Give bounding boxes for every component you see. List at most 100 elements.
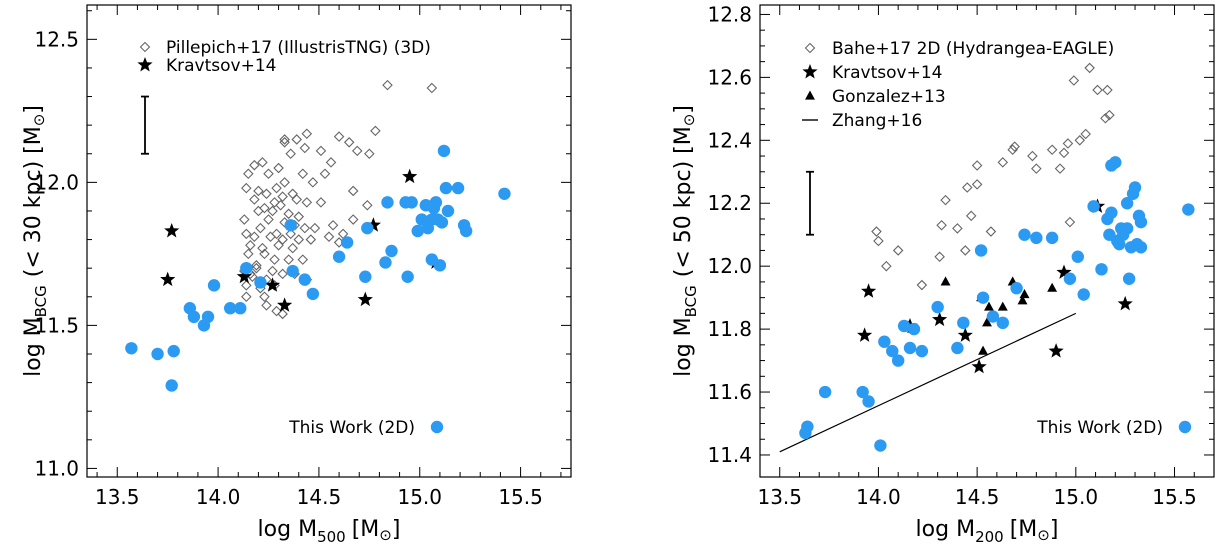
legend-label: This Work (2D) [288,418,415,438]
y-axis-label-sub: BCG [32,285,50,317]
circle-point [1120,197,1134,210]
diamond-point [362,199,373,211]
star-point [277,297,293,312]
x-tick-label: 14.0 [856,485,901,509]
star-point [365,217,381,232]
diamond-point [279,137,290,148]
y-axis-label-base: log M [671,317,696,377]
circle-point [401,270,414,283]
diamond-point [275,199,286,211]
circle-point [359,270,372,283]
circle-point [151,347,164,361]
diamond-point [1104,109,1115,121]
circle-point [286,264,299,278]
circle-point [435,216,449,229]
legend-marker [804,42,816,54]
y-axis-label-mid: (< 50 kpc) [M [671,126,696,277]
diamond-point [319,168,331,180]
diamond-point [960,245,971,256]
circle-point [907,322,921,336]
diamond-point [916,279,928,291]
diamond-point [1054,163,1066,174]
y-tick-label: 12.5 [34,27,79,51]
circle-point [1120,222,1134,235]
diamond-point [971,179,983,190]
diamond-point [293,234,305,245]
diamond-point [309,222,321,234]
diamond-point [241,291,252,303]
diamond-point [279,134,290,145]
circle-point [951,341,964,355]
diamond-point [1046,144,1058,156]
diamond-point [1084,62,1095,74]
x-tick-label: 15.5 [498,485,543,509]
circle-point [897,319,911,333]
x-axis-label-sun: ⊙ [1037,526,1050,544]
y-axis-label: log MBCG (< 30 kpc) [M⊙] [21,105,50,377]
circle-point [284,219,297,232]
diamond-point [259,248,270,260]
x-tick-label: 15.0 [397,485,442,509]
diamond-point [1007,144,1018,156]
diamond-point [241,280,252,291]
circle-point [437,144,451,158]
diamond-point [1009,141,1020,152]
y-tick-label: 11.8 [707,317,752,341]
star-point [861,283,877,298]
diamond-point [271,228,282,240]
circle-point [1071,250,1085,263]
diamond-point [952,223,963,234]
diamond-point [299,142,311,154]
diamond-point [269,197,280,208]
diamond-point [249,159,260,171]
y-axis-label-mid: (< 30 kpc) [M [21,126,46,277]
star-point [971,358,987,374]
right-panel: 13.5 14.0 14.5 15.0 15.5 11.4 11.6 11.8 12.0 12.2… [671,2,1215,546]
circle-point [1095,263,1108,276]
x-axis-label-unit: [M [1010,517,1038,542]
diamond-point [269,254,280,265]
diamond-point [1092,84,1103,96]
legend-label: Bahe+17 2D (Hydrangea-EAGLE) [832,39,1114,59]
circle-point [974,244,988,257]
circle-point [415,213,428,226]
circle-point [459,224,473,238]
diamond-point [277,268,288,280]
circle-point [361,221,374,235]
triangle-point [1047,282,1058,292]
star-point [264,277,281,292]
circle-point [298,273,311,286]
diamond-point [291,134,303,145]
y-tick-label: 12.8 [707,2,752,26]
circle-point [306,287,320,301]
diamond-point [257,242,268,254]
y-tick-label: 12.0 [34,170,79,194]
diamond-point [285,148,296,160]
y-axis-label-sub: BCG [682,285,700,317]
x-axis-label: log M500 [M⊙] [258,517,401,546]
circle-point [165,379,178,392]
x-tick-label: 14.0 [196,485,241,509]
star-point [857,327,873,342]
circle-point [240,261,253,275]
diamond-point [351,145,363,157]
circle-point [441,204,455,218]
circle-point [801,420,814,433]
diamond-point [273,162,284,174]
x-axis-label: log M200 [M⊙] [916,517,1059,546]
diamond-point [257,157,268,168]
diamond-point [297,254,309,265]
diamond-point [255,222,266,234]
x-axis-label-unit: [M [352,517,380,542]
diamond-point [961,182,973,193]
diamond-point [283,254,294,265]
plot-frame [759,4,1215,478]
circle-point [1128,181,1142,194]
zhang-line [779,312,1077,453]
x-axis-label-base: log M [258,517,318,542]
diamond-point [279,177,290,188]
diamond-point [347,214,359,225]
star-point [1117,295,1133,311]
diamond-point [251,260,262,271]
